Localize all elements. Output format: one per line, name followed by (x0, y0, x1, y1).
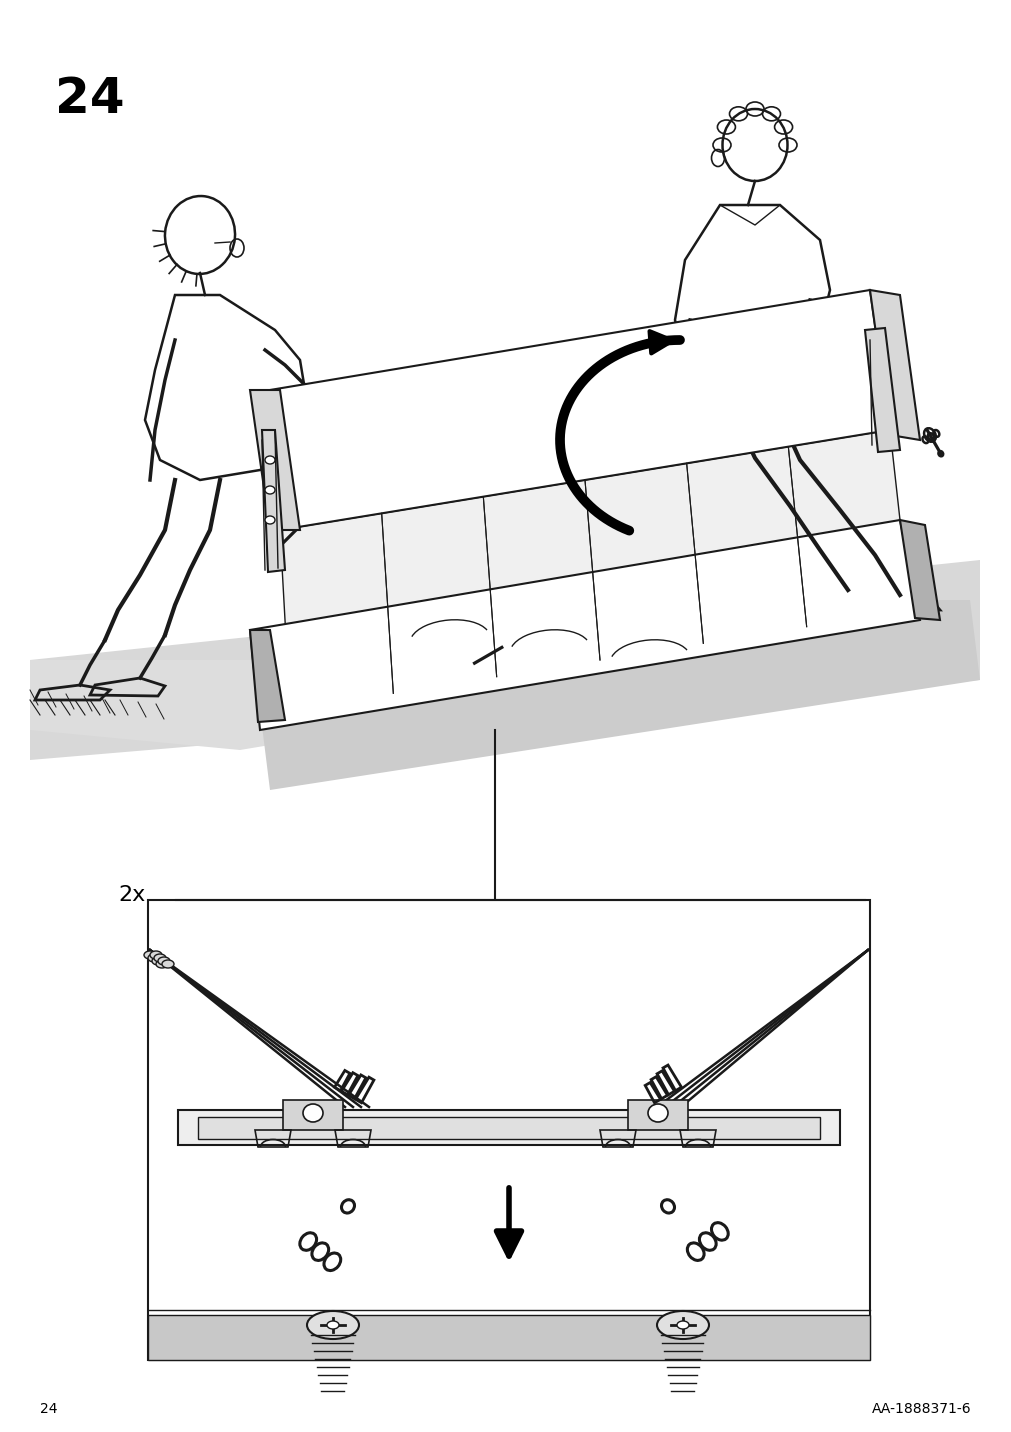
Polygon shape (280, 430, 909, 710)
Ellipse shape (144, 951, 156, 959)
Ellipse shape (148, 954, 160, 962)
Ellipse shape (306, 1312, 359, 1339)
Polygon shape (262, 430, 285, 571)
Ellipse shape (647, 1104, 667, 1123)
Polygon shape (864, 328, 899, 453)
Bar (148, 899, 869, 1360)
Ellipse shape (158, 957, 170, 965)
Polygon shape (30, 560, 979, 760)
Bar (283, 1100, 343, 1130)
Polygon shape (250, 520, 919, 730)
Ellipse shape (327, 1320, 339, 1329)
Ellipse shape (302, 1104, 323, 1123)
Ellipse shape (156, 959, 168, 968)
Text: AA-1888371-6: AA-1888371-6 (871, 1402, 971, 1416)
Ellipse shape (676, 1320, 688, 1329)
Ellipse shape (150, 951, 162, 959)
Bar (148, 1315, 869, 1360)
Bar (628, 1100, 687, 1130)
Text: 2x: 2x (118, 885, 146, 905)
Ellipse shape (162, 959, 174, 968)
Ellipse shape (265, 485, 275, 494)
Ellipse shape (265, 455, 275, 464)
Bar (198, 1117, 819, 1138)
Ellipse shape (152, 957, 164, 965)
Polygon shape (869, 291, 919, 440)
Bar (178, 1110, 839, 1146)
Text: 24: 24 (55, 74, 124, 123)
Ellipse shape (265, 516, 275, 524)
Polygon shape (250, 630, 285, 722)
Ellipse shape (656, 1312, 709, 1339)
Polygon shape (899, 520, 939, 620)
Polygon shape (30, 660, 299, 750)
Polygon shape (260, 600, 979, 790)
Ellipse shape (154, 954, 166, 962)
Polygon shape (270, 291, 889, 530)
Polygon shape (250, 390, 299, 530)
Text: 24: 24 (40, 1402, 58, 1416)
